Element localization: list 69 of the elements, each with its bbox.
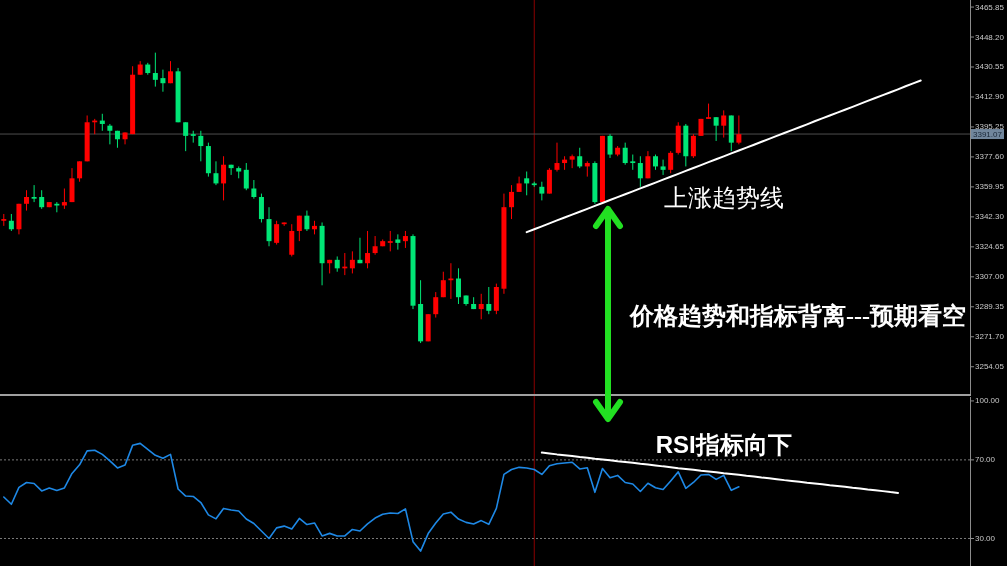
candlestick xyxy=(243,162,249,191)
candlestick xyxy=(152,52,158,88)
y-tick-label: 3448.20 xyxy=(975,32,1005,42)
candlestick xyxy=(160,69,166,93)
candlestick xyxy=(24,189,30,212)
candlestick xyxy=(395,233,401,251)
candlestick xyxy=(577,147,583,169)
candlestick xyxy=(668,150,674,174)
annotation: 价格趋势和指标背离---预期看空 xyxy=(629,303,966,329)
candlestick xyxy=(289,223,295,257)
y-tick-label: 3412.90 xyxy=(975,92,1005,102)
y-tick-label: 3395.25 xyxy=(975,122,1005,132)
candlestick xyxy=(69,167,75,203)
candlestick xyxy=(183,121,189,152)
candlestick xyxy=(258,193,264,223)
y-tick-label: 3342.30 xyxy=(975,212,1005,222)
y-tick-label: 3465.85 xyxy=(975,2,1005,12)
candlestick xyxy=(524,171,530,196)
candlestick xyxy=(713,116,719,142)
candlestick xyxy=(690,133,696,159)
y-tick-label: 30.00 xyxy=(975,533,996,543)
candlestick xyxy=(251,179,257,200)
candlestick xyxy=(645,150,651,179)
y-tick-label: 100.00 xyxy=(975,396,1001,406)
candlestick xyxy=(77,160,83,183)
candlestick xyxy=(455,267,461,305)
candlestick xyxy=(478,293,484,320)
candlestick xyxy=(486,286,492,315)
candlestick xyxy=(365,230,371,269)
candlestick xyxy=(198,130,204,162)
series-label: 上涨趋势线 xyxy=(663,185,784,212)
candlestick xyxy=(349,250,355,274)
candlestick xyxy=(107,123,113,145)
candlestick xyxy=(274,220,280,246)
candlestick xyxy=(493,283,499,315)
candlestick xyxy=(372,235,378,256)
candlestick xyxy=(433,291,439,319)
candlestick xyxy=(637,155,643,188)
candlestick xyxy=(304,210,310,232)
y-tick-label: 3324.65 xyxy=(975,242,1005,252)
y-tick-label: 3377.60 xyxy=(975,152,1005,162)
candlestick xyxy=(296,215,302,242)
candlestick xyxy=(569,154,575,169)
candlestick xyxy=(440,271,446,298)
y-tick-label: 3271.70 xyxy=(975,332,1005,342)
y-tick-label: 3430.55 xyxy=(975,62,1005,72)
candlestick xyxy=(721,109,727,139)
ref-line-label: 3391.07 xyxy=(973,129,1003,139)
candlestick xyxy=(607,133,613,159)
candlestick xyxy=(221,155,227,201)
y-tick-label: 70.00 xyxy=(975,455,996,465)
line-series xyxy=(525,79,922,234)
candlestick xyxy=(554,142,560,173)
y-tick-label: 3254.05 xyxy=(975,362,1005,372)
y-tick-label: 3289.35 xyxy=(975,302,1005,312)
candlestick xyxy=(213,160,219,186)
candlestick xyxy=(387,230,393,252)
candlestick xyxy=(31,184,37,203)
candlestick xyxy=(509,184,515,220)
y-tick-label: 3307.00 xyxy=(975,272,1005,282)
candlestick xyxy=(539,181,545,201)
candlestick xyxy=(266,206,272,247)
y-tick-label: 3359.95 xyxy=(975,182,1005,192)
candlestick xyxy=(660,159,666,176)
series-label: RSI指标向下 xyxy=(655,430,792,458)
candlestick xyxy=(39,189,45,210)
candlestick xyxy=(736,114,742,145)
candlestick xyxy=(622,142,628,166)
candlestick xyxy=(546,167,552,195)
